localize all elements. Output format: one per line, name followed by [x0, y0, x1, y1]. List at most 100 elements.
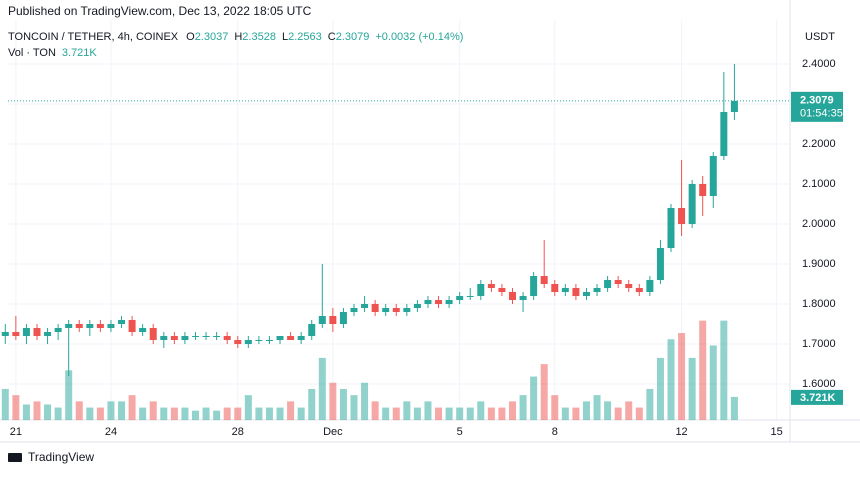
currency-label: USDT: [805, 31, 835, 43]
volume-bar: [12, 395, 20, 420]
countdown: 01:54:35: [800, 108, 843, 120]
volume-bar: [276, 407, 284, 420]
legend-key: O: [186, 31, 195, 43]
volume-bar: [65, 370, 73, 420]
volume-bar: [33, 401, 41, 420]
volume-bar: [350, 395, 358, 420]
volume-bar: [54, 407, 62, 420]
volume-bar: [593, 395, 601, 420]
candle-body: [371, 304, 379, 312]
y-tick-label: 1.8000: [802, 298, 836, 310]
volume-bar: [75, 401, 83, 420]
volume-value: 3.721K: [62, 47, 98, 59]
candle-body: [65, 324, 73, 328]
volume-bar: [371, 401, 379, 420]
legend-value: 2.3079: [336, 31, 370, 43]
volume-bar: [128, 395, 136, 420]
volume-bar: [181, 407, 189, 420]
legend-key: H: [234, 31, 242, 43]
candle-body: [96, 324, 104, 328]
y-tick-label: 2.0000: [802, 218, 836, 230]
candle-body: [12, 332, 20, 336]
volume-bar: [139, 407, 147, 420]
legend-value: 2.2563: [288, 31, 322, 43]
volume-bar: [699, 320, 707, 420]
candle-body: [667, 208, 675, 248]
volume-bar: [720, 320, 728, 420]
volume-bar: [329, 382, 337, 420]
volume-bar: [96, 407, 104, 420]
volume-bar: [170, 407, 178, 420]
candle-body: [625, 284, 633, 288]
candle-body: [678, 208, 686, 224]
volume-bar: [572, 407, 580, 420]
volume-bar: [191, 410, 199, 420]
candle-body: [456, 296, 464, 300]
candle-body: [308, 324, 316, 336]
candle-body: [477, 284, 485, 296]
volume-bar: [403, 401, 411, 420]
candle-body: [720, 112, 728, 156]
x-tick-label: Dec: [323, 426, 343, 438]
volume-bar: [160, 407, 168, 420]
candle-body: [688, 184, 696, 224]
candle-body: [22, 328, 30, 336]
volume-bar: [213, 410, 221, 420]
candle-body: [318, 316, 326, 324]
x-tick-label: 12: [675, 426, 687, 438]
candle-body: [139, 328, 147, 332]
candle-body: [730, 100, 738, 112]
volume-bar: [1, 388, 9, 420]
candle-body: [561, 288, 569, 292]
candle-body: [709, 156, 717, 196]
volume-bar: [646, 388, 654, 420]
volume-bar: [318, 357, 326, 420]
volume-bar: [530, 376, 538, 420]
volume-bar: [456, 407, 464, 420]
x-tick-label: 15: [771, 426, 783, 438]
volume-bar: [656, 357, 664, 420]
candle-body: [519, 296, 527, 300]
volume-bar: [244, 395, 252, 420]
volume-bar: [435, 407, 443, 420]
candle-body: [297, 336, 305, 340]
candle-body: [33, 328, 41, 336]
volume-bar: [540, 364, 548, 420]
volume-label: 3.721K: [800, 392, 836, 404]
candle-body: [530, 276, 538, 296]
volume-bar: [635, 407, 643, 420]
brand-logo: TradingView: [8, 450, 94, 464]
volume-bar: [297, 407, 305, 420]
legend-key: C: [328, 31, 336, 43]
x-tick-label: 5: [457, 426, 463, 438]
volume-bar: [86, 407, 94, 420]
volume-bar: [361, 382, 369, 420]
volume-bar: [561, 407, 569, 420]
published-note: Published on TradingView.com, Dec 13, 20…: [8, 4, 312, 18]
candle-body: [413, 304, 421, 308]
candle-body: [191, 336, 199, 337]
candle-body: [54, 328, 62, 332]
volume-bar: [477, 401, 485, 420]
x-tick-label: 24: [105, 426, 117, 438]
candle-body: [656, 248, 664, 280]
volume-bar: [118, 401, 126, 420]
candle-body: [149, 328, 157, 340]
candle-body: [118, 320, 126, 324]
legend-value: 2.3037: [195, 31, 229, 43]
candle-body: [170, 336, 178, 340]
title: TONCOIN / TETHER, 4h, COINEX: [8, 31, 179, 43]
candle-body: [582, 292, 590, 296]
candle-body: [181, 336, 189, 340]
candle-body: [128, 320, 136, 332]
volume-bar: [149, 401, 157, 420]
series-title: TONCOIN / TETHER, 4h, COINEX O2.3037 H2.35…: [8, 31, 463, 43]
y-tick-label: 2.2000: [802, 138, 836, 150]
volume-bar: [382, 407, 390, 420]
volume-label-box: [791, 389, 843, 405]
volume-bar: [498, 407, 506, 420]
volume-bar: [709, 345, 717, 420]
candle-body: [392, 308, 400, 312]
volume-bar: [551, 395, 559, 420]
